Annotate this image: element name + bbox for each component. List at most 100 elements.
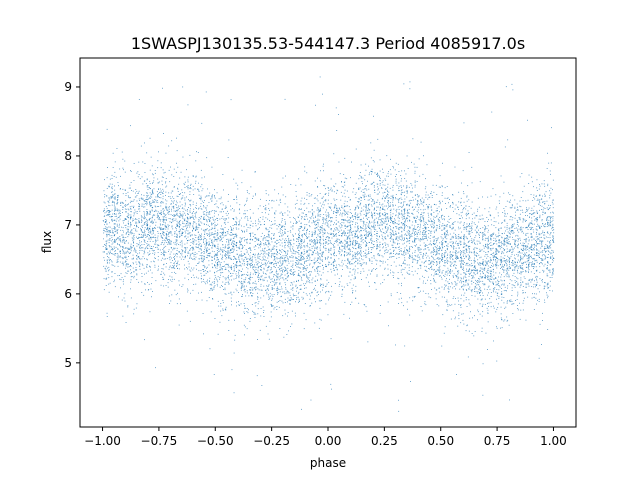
data-point [268,284,270,286]
data-point [137,238,139,239]
data-point [211,284,213,286]
data-point [135,218,137,219]
data-point [270,316,272,318]
data-point [489,260,491,262]
data-point [516,245,518,246]
data-point [441,276,442,278]
data-point [211,259,213,261]
data-point [149,180,151,182]
data-point [266,285,267,287]
data-point [377,172,378,174]
data-point [282,263,284,265]
data-point [127,220,129,222]
data-point [271,254,272,256]
data-point [468,241,470,242]
data-point [324,200,326,202]
data-point [503,252,505,254]
data-point [469,269,471,270]
data-point [336,189,338,191]
data-point [403,83,405,85]
data-point [263,252,265,254]
data-point [473,252,475,254]
data-point [356,230,357,232]
data-point [425,231,426,233]
data-point [354,209,356,210]
data-point [189,211,191,213]
data-point [535,228,537,230]
data-point [193,240,195,242]
data-point [265,273,267,274]
data-point [438,257,440,259]
data-point [208,213,210,215]
data-point [119,210,121,212]
data-point [485,243,487,245]
data-point [368,269,370,271]
data-point [326,283,328,285]
data-point [258,279,259,280]
data-point [172,190,174,192]
data-point [491,224,493,226]
data-point [328,233,330,235]
data-point [336,207,338,209]
data-point [108,210,110,211]
data-point [550,232,552,234]
data-point [214,227,216,229]
data-point [322,283,324,285]
data-point [117,195,118,197]
data-point [162,279,164,280]
data-point [360,230,362,232]
data-point [549,285,551,287]
data-point [268,248,270,250]
data-point [397,240,399,242]
data-point [221,225,222,227]
data-point [338,253,340,255]
data-point [382,239,384,241]
data-point [454,221,456,223]
data-point [426,239,428,241]
data-point [289,217,291,218]
data-point [498,239,500,240]
data-point [316,248,318,250]
data-point [508,257,510,258]
data-point [144,200,146,202]
data-point [207,216,209,217]
data-point [111,187,112,189]
data-point [271,227,273,229]
data-point [349,238,351,240]
data-point [347,238,349,239]
data-point [546,232,548,233]
data-point [496,263,498,265]
data-point [360,164,362,166]
data-point [382,221,384,223]
data-point [371,205,373,207]
data-point [471,201,473,203]
data-point [247,218,249,220]
data-point [503,271,505,273]
data-point [209,280,210,282]
data-point [444,260,445,262]
data-point [379,175,380,177]
data-point [549,280,551,282]
data-point [249,283,251,285]
data-point [315,197,316,199]
data-point [414,195,416,196]
data-point [373,203,375,204]
data-point [143,211,145,212]
data-point [366,217,368,219]
data-point [319,226,321,227]
data-point [241,169,243,171]
data-point [312,240,313,242]
data-point [344,244,346,246]
data-point [203,238,205,240]
data-point [460,197,462,199]
data-point [296,258,298,259]
data-point [327,223,329,225]
data-point [166,225,167,227]
data-point [261,212,263,213]
data-point [125,267,126,269]
data-point [317,213,319,215]
data-point [340,191,342,193]
data-point [151,248,153,249]
data-point [412,196,414,198]
data-point [249,218,251,219]
